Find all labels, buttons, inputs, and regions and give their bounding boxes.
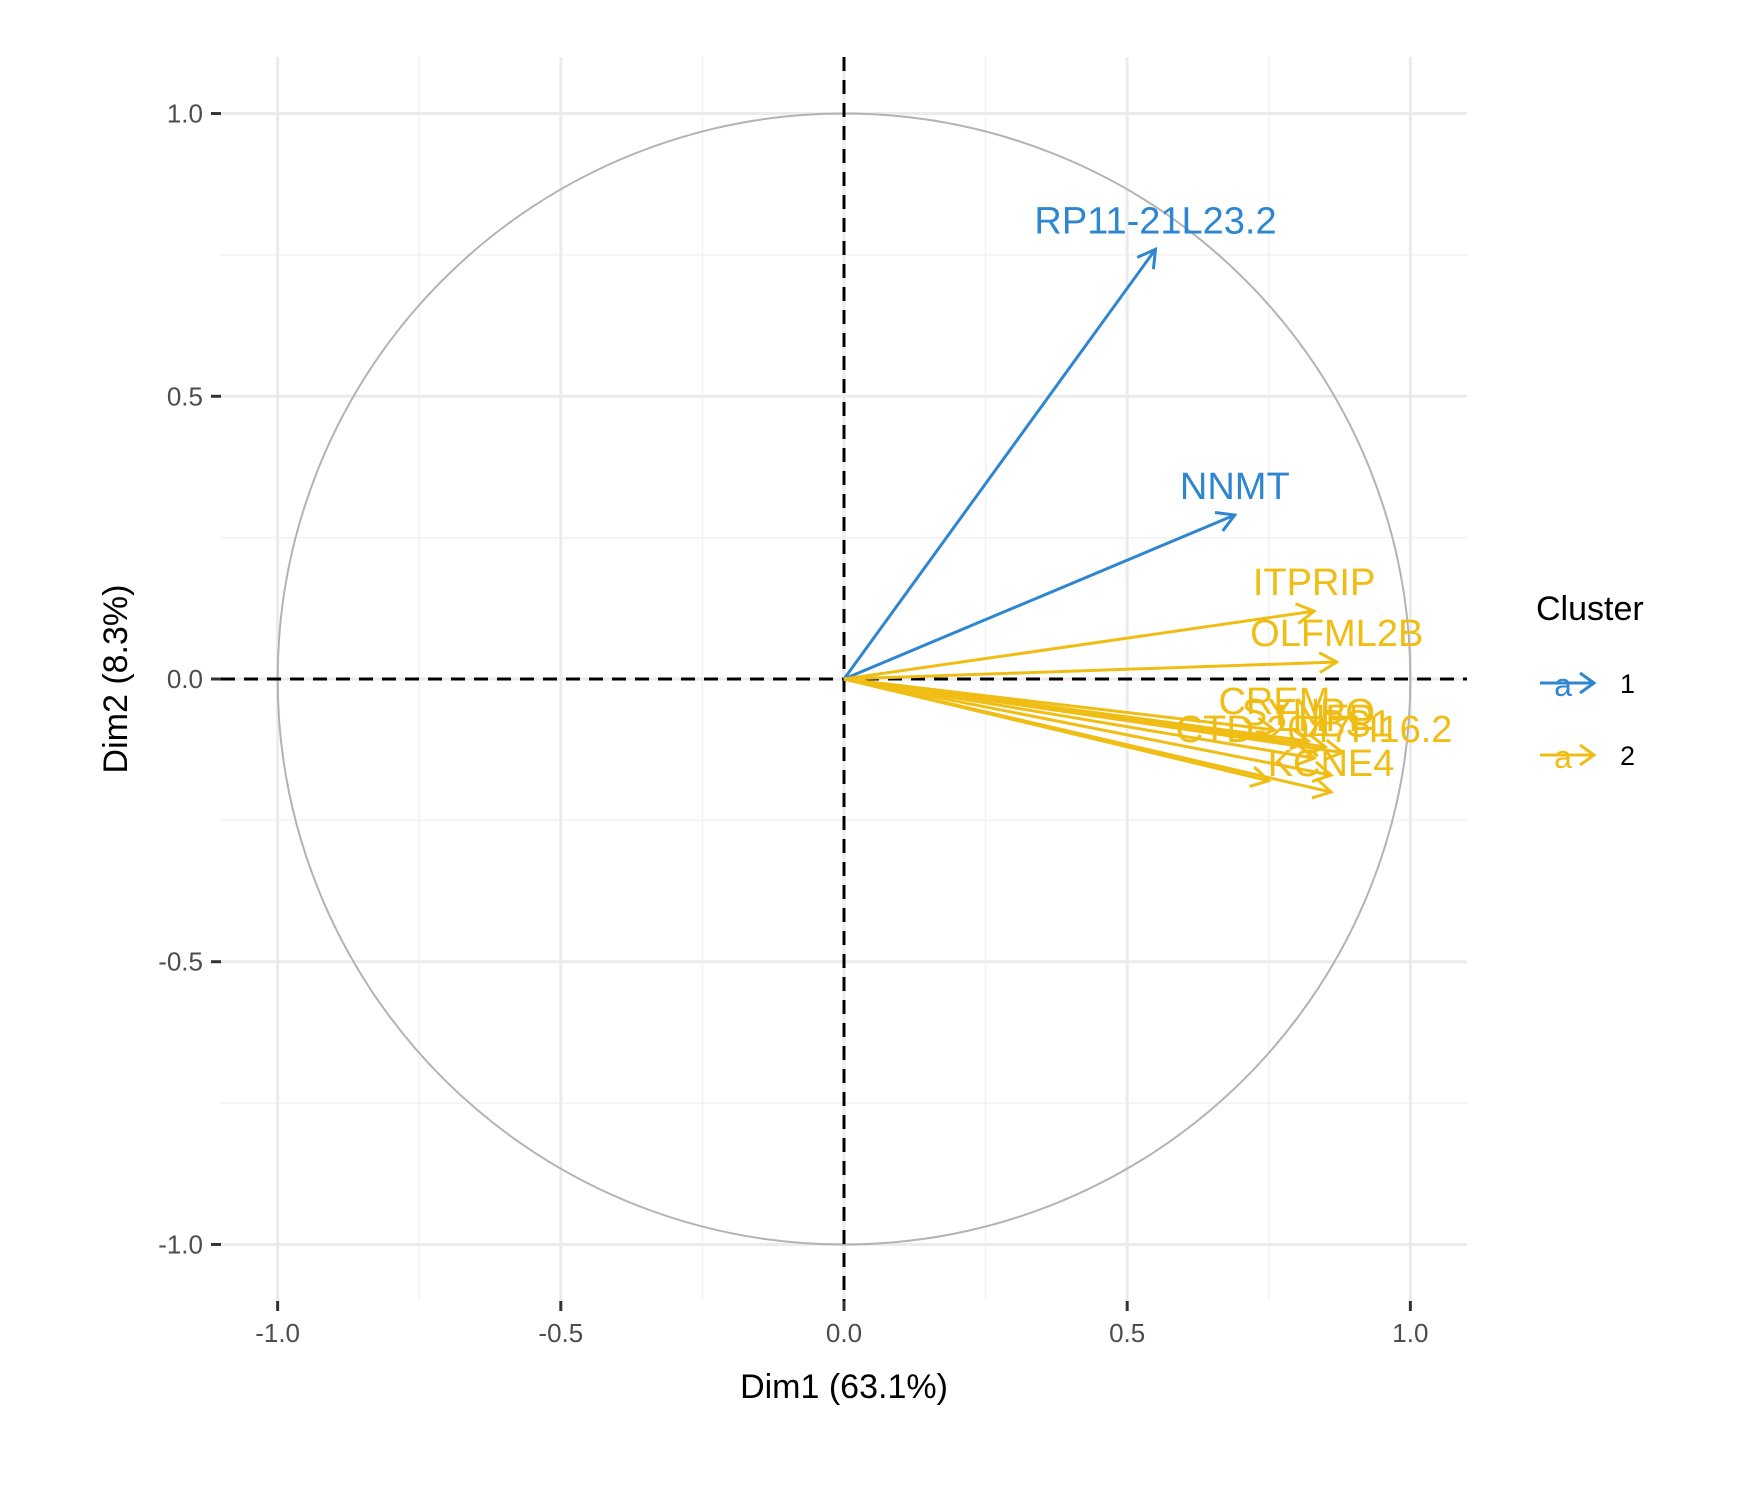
arrow-shaft bbox=[843, 677, 1315, 760]
arrow-head bbox=[1311, 760, 1335, 784]
legend-key-glyph: a bbox=[1554, 739, 1572, 775]
variable-label: ITPRIP bbox=[1253, 562, 1375, 604]
variable-label: OLFML2B bbox=[1250, 613, 1423, 655]
y-tick-label: 0.0 bbox=[167, 664, 203, 694]
y-tick-label: 0.5 bbox=[167, 381, 203, 411]
variable-arrow-ubs1 bbox=[843, 677, 1346, 762]
legend-entry-label: 2 bbox=[1620, 741, 1635, 771]
variable-label: SYNPO bbox=[1242, 692, 1375, 734]
arrow-shaft bbox=[843, 513, 1236, 681]
variable-arrow-nnmt bbox=[843, 511, 1238, 681]
x-tick-label: 1.0 bbox=[1392, 1318, 1428, 1348]
variable-label: NNMT bbox=[1180, 466, 1290, 508]
arrow-head bbox=[1318, 651, 1340, 674]
arrow-head bbox=[1214, 511, 1238, 532]
legend-key-arrowhead bbox=[1579, 743, 1597, 767]
arrow-head bbox=[1294, 744, 1318, 767]
arrow-shaft bbox=[843, 677, 1332, 777]
arrow-shaft bbox=[843, 677, 1270, 783]
x-tick-label: -0.5 bbox=[538, 1318, 583, 1348]
variable-arrow-itprip bbox=[843, 602, 1318, 681]
legend-key-arrowhead bbox=[1579, 671, 1597, 695]
legend-title: Cluster bbox=[1536, 590, 1644, 628]
legend-entry-label: 1 bbox=[1620, 669, 1635, 699]
variable-arrow-olfml2b bbox=[843, 651, 1340, 681]
legend-key-glyph: a bbox=[1554, 667, 1572, 703]
y-tick-label: -0.5 bbox=[158, 947, 203, 977]
arrow-head bbox=[1249, 765, 1272, 788]
arrow-head bbox=[1136, 246, 1158, 270]
variable-arrow-ctd-2047h16.2 bbox=[843, 677, 1318, 767]
variable-label: LHFP bbox=[1277, 698, 1374, 740]
variable-label: UBS1 bbox=[1293, 704, 1392, 746]
axes: -1.0 -0.5 0.0 0.5 1.0 -1.0 -0.5 0.0 0.5 1.0 Dim1 (… bbox=[97, 99, 1428, 1406]
variable-arrow bbox=[843, 677, 1272, 788]
variable-arrow-rp11-21l23.2 bbox=[842, 246, 1158, 680]
variable-label: RP11-21L23.2 bbox=[1034, 200, 1276, 242]
x-tick-label: -1.0 bbox=[255, 1318, 300, 1348]
arrow-shaft bbox=[843, 609, 1315, 681]
variable-label: CREM bbox=[1218, 681, 1330, 723]
arrow-head bbox=[1294, 602, 1318, 625]
variable-labels: RP11-21L23.2 NNMT ITPRIP OLFML2B CREMSYNPOLH… bbox=[1034, 200, 1452, 785]
y-tick-label: -1.0 bbox=[158, 1229, 203, 1259]
arrow-head bbox=[1311, 777, 1334, 800]
x-axis-title: Dim1 (63.1%) bbox=[740, 1368, 948, 1406]
variable-label: KCNE4 bbox=[1268, 743, 1395, 785]
y-axis-title: Dim2 (8.3%) bbox=[97, 585, 135, 774]
x-tick-label: 0.5 bbox=[1109, 1318, 1145, 1348]
arrow-head bbox=[1306, 733, 1329, 756]
variable-arrows bbox=[842, 246, 1346, 800]
arrow-shaft bbox=[842, 248, 1157, 680]
arrow-shaft bbox=[843, 677, 1343, 754]
arrow-head bbox=[1323, 738, 1346, 762]
variable-label: CTD-2047H16.2 bbox=[1176, 709, 1453, 751]
variable-arrow bbox=[843, 677, 1335, 784]
arrow-shaft bbox=[843, 660, 1337, 681]
y-tick-label: 1.0 bbox=[167, 99, 203, 129]
x-tick-label: 0.0 bbox=[826, 1318, 862, 1348]
